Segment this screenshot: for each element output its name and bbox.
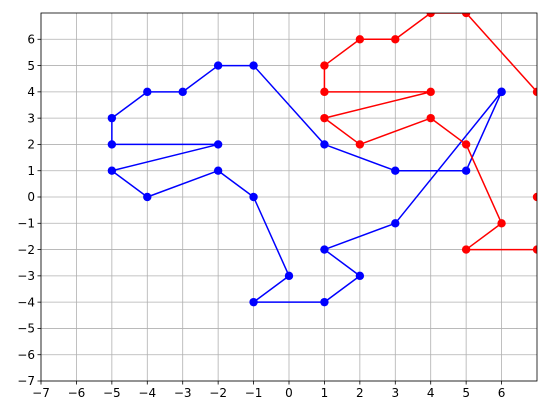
x-tick-label: −1 — [245, 386, 263, 400]
axis-ticks: −7 −6 −5 −4 −3 −2 −1 0 1 2 3 4 5 6 −7 −6 −5 −4 −3 −2 −1 0 1 2 3 4… — [17, 32, 505, 400]
data-point — [249, 61, 258, 70]
data-point — [320, 297, 329, 307]
data-point — [461, 166, 471, 175]
data-point — [320, 140, 329, 149]
y-tick-label: −4 — [17, 295, 35, 309]
y-tick-label: −5 — [17, 322, 35, 336]
y-tick-label: −3 — [17, 269, 35, 283]
x-tick-label: −2 — [209, 386, 227, 400]
data-point — [320, 245, 329, 254]
x-tick-label: 4 — [427, 386, 435, 400]
grid-lines — [40, 13, 537, 382]
y-tick-label: 4 — [27, 85, 35, 99]
data-point — [532, 192, 537, 202]
y-tick-label: −1 — [17, 216, 35, 230]
data-point — [426, 113, 435, 123]
data-point — [178, 87, 187, 97]
data-point — [213, 140, 223, 149]
data-point — [497, 87, 506, 97]
x-tick-label: 0 — [285, 386, 293, 400]
data-point — [355, 35, 365, 44]
data-point — [391, 166, 400, 175]
y-tick-label: −6 — [17, 348, 35, 362]
data-point — [107, 113, 117, 123]
data-point — [461, 13, 471, 18]
y-tick-label: 1 — [27, 164, 35, 178]
x-tick-label: 6 — [498, 386, 506, 400]
data-point — [320, 113, 329, 123]
x-tick-label: −4 — [138, 386, 156, 400]
x-tick-label: 1 — [321, 386, 329, 400]
data-point — [107, 166, 117, 175]
y-tick-label: 2 — [27, 138, 35, 152]
x-tick-label: 2 — [356, 386, 364, 400]
data-point — [426, 87, 435, 97]
data-series — [107, 13, 537, 307]
series-line — [111, 64, 503, 303]
data-point — [320, 61, 329, 70]
data-point — [249, 192, 258, 202]
y-tick-label: −2 — [17, 243, 35, 257]
data-point — [213, 61, 223, 70]
data-point — [497, 219, 506, 228]
y-tick-label: 3 — [27, 111, 35, 125]
x-tick-label: −3 — [174, 386, 192, 400]
data-point — [391, 219, 400, 228]
data-point — [284, 271, 294, 281]
y-tick-label: 5 — [27, 59, 35, 73]
data-point — [461, 245, 471, 254]
x-tick-label: −6 — [68, 386, 86, 400]
data-point — [355, 271, 365, 281]
data-point — [532, 87, 537, 97]
data-point — [249, 297, 258, 307]
y-tick-label: −7 — [17, 374, 35, 388]
data-point — [213, 166, 223, 175]
y-tick-label: 6 — [27, 32, 35, 46]
x-tick-label: −7 — [32, 386, 50, 400]
y-tick-label: 0 — [27, 190, 35, 204]
data-point — [391, 35, 400, 44]
data-point — [143, 192, 152, 202]
data-point — [461, 140, 471, 149]
data-point — [426, 13, 435, 18]
data-point — [143, 87, 152, 97]
data-point — [320, 87, 329, 97]
x-tick-label: 5 — [462, 386, 470, 400]
data-point — [107, 140, 117, 149]
x-tick-label: −5 — [103, 386, 121, 400]
data-point — [355, 140, 365, 149]
data-point — [532, 245, 537, 254]
x-tick-label: 3 — [391, 386, 399, 400]
